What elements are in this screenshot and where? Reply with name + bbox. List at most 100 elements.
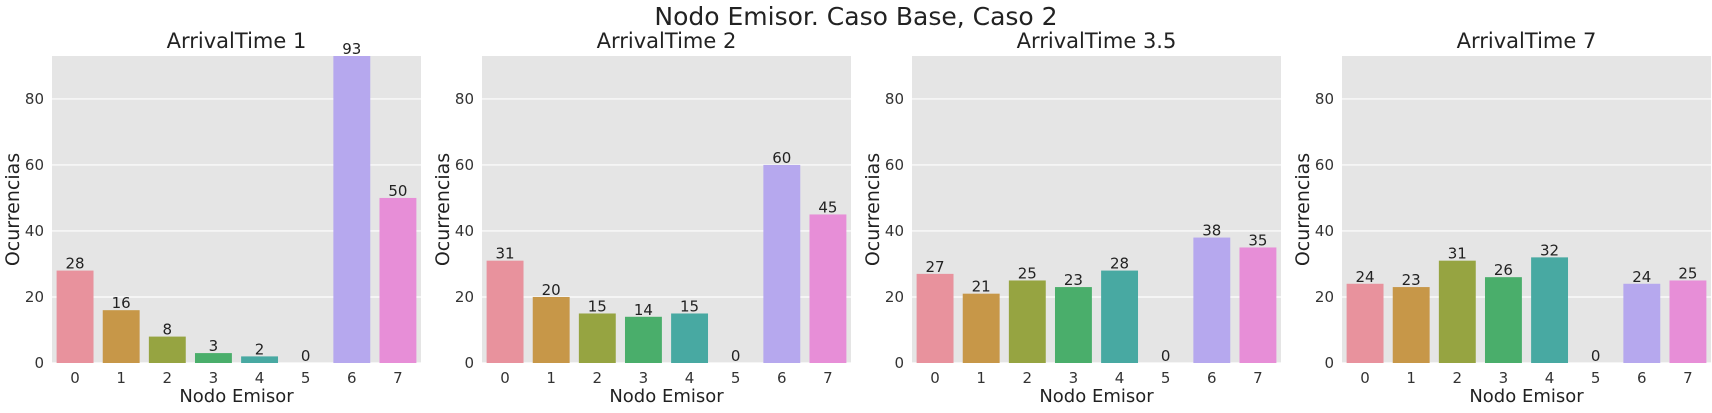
x-tick-label: 0 bbox=[500, 369, 510, 387]
x-tick-label: 0 bbox=[930, 369, 940, 387]
data-label: 0 bbox=[731, 347, 741, 365]
data-label: 45 bbox=[818, 198, 837, 216]
bar bbox=[578, 313, 616, 363]
data-label: 25 bbox=[1018, 264, 1037, 282]
x-tick-label: 5 bbox=[1591, 369, 1601, 387]
bar bbox=[56, 270, 94, 363]
data-label: 24 bbox=[1632, 268, 1651, 286]
bar bbox=[1054, 287, 1092, 363]
x-tick-label: 1 bbox=[116, 369, 126, 387]
x-tick-label: 7 bbox=[823, 369, 833, 387]
y-axis-label: Ocurrencias bbox=[432, 153, 454, 266]
y-tick-label: 20 bbox=[885, 288, 904, 306]
data-label: 0 bbox=[1591, 347, 1601, 365]
y-axis-label: Ocurrencias bbox=[862, 153, 884, 266]
bar bbox=[194, 353, 232, 363]
y-tick-label: 20 bbox=[455, 288, 474, 306]
bar bbox=[148, 336, 186, 363]
x-tick-label: 0 bbox=[70, 369, 80, 387]
data-label: 27 bbox=[926, 258, 945, 276]
x-tick-label: 2 bbox=[163, 369, 173, 387]
x-tick-label: 7 bbox=[393, 369, 403, 387]
x-tick-label: 5 bbox=[731, 369, 741, 387]
y-tick-label: 20 bbox=[25, 288, 44, 306]
bar bbox=[1008, 280, 1046, 363]
bar bbox=[671, 313, 709, 363]
chart-panel-4: 02040608024023131226332405246257ArrivalT… bbox=[1292, 29, 1711, 407]
bar bbox=[1531, 257, 1569, 363]
y-tick-label: 0 bbox=[1324, 354, 1334, 372]
data-label: 31 bbox=[1448, 245, 1467, 263]
data-label: 23 bbox=[1402, 271, 1421, 289]
y-tick-label: 60 bbox=[455, 156, 474, 174]
bar bbox=[333, 56, 371, 363]
bar bbox=[1193, 237, 1231, 363]
data-label: 15 bbox=[588, 297, 607, 315]
x-axis-label: Nodo Emisor bbox=[179, 386, 294, 407]
data-label: 0 bbox=[301, 347, 311, 365]
data-label: 50 bbox=[388, 182, 407, 200]
x-tick-label: 6 bbox=[1207, 369, 1217, 387]
bar bbox=[379, 197, 417, 363]
bar bbox=[962, 293, 1000, 363]
y-tick-label: 40 bbox=[1315, 222, 1334, 240]
x-tick-label: 6 bbox=[1637, 369, 1647, 387]
data-label: 16 bbox=[112, 294, 131, 312]
bar bbox=[102, 310, 140, 363]
y-axis-label: Ocurrencias bbox=[1292, 153, 1314, 266]
chart-panel-1: 02040608028016182332405936507ArrivalTime… bbox=[2, 29, 421, 407]
data-label: 93 bbox=[342, 40, 361, 58]
figure-title: Nodo Emisor. Caso Base, Caso 2 bbox=[654, 2, 1058, 31]
y-tick-label: 40 bbox=[885, 222, 904, 240]
y-tick-label: 20 bbox=[1315, 288, 1334, 306]
chart-panel-3: 02040608027021125223328405386357ArrivalT… bbox=[862, 29, 1281, 407]
bar bbox=[809, 214, 847, 363]
y-tick-label: 80 bbox=[25, 90, 44, 108]
x-tick-label: 2 bbox=[593, 369, 603, 387]
x-tick-label: 6 bbox=[777, 369, 787, 387]
bar bbox=[763, 164, 801, 363]
x-tick-label: 3 bbox=[209, 369, 219, 387]
bar bbox=[1484, 277, 1522, 363]
bar bbox=[1392, 287, 1430, 363]
data-label: 21 bbox=[972, 278, 991, 296]
data-label: 23 bbox=[1064, 271, 1083, 289]
y-tick-label: 60 bbox=[1315, 156, 1334, 174]
bar bbox=[1346, 283, 1384, 363]
y-tick-label: 80 bbox=[885, 90, 904, 108]
x-tick-label: 5 bbox=[1161, 369, 1171, 387]
data-label: 26 bbox=[1494, 261, 1513, 279]
bar bbox=[241, 356, 279, 363]
bar bbox=[624, 316, 662, 363]
data-label: 24 bbox=[1356, 268, 1375, 286]
bar bbox=[1239, 247, 1277, 363]
chart-title: ArrivalTime 1 bbox=[167, 29, 307, 53]
chart-title: ArrivalTime 3.5 bbox=[1017, 29, 1177, 53]
data-label: 2 bbox=[255, 340, 265, 358]
x-tick-label: 5 bbox=[301, 369, 311, 387]
bar bbox=[532, 296, 570, 363]
data-label: 32 bbox=[1540, 241, 1559, 259]
x-tick-label: 0 bbox=[1360, 369, 1370, 387]
x-tick-label: 3 bbox=[639, 369, 649, 387]
bar bbox=[1669, 280, 1707, 363]
x-tick-label: 4 bbox=[1115, 369, 1125, 387]
x-axis-label: Nodo Emisor bbox=[1469, 386, 1584, 407]
x-tick-label: 7 bbox=[1683, 369, 1693, 387]
bar bbox=[916, 273, 954, 363]
x-tick-label: 4 bbox=[1545, 369, 1555, 387]
y-tick-label: 60 bbox=[25, 156, 44, 174]
x-tick-label: 4 bbox=[255, 369, 265, 387]
data-label: 28 bbox=[66, 255, 85, 273]
data-label: 35 bbox=[1248, 231, 1267, 249]
data-label: 8 bbox=[163, 321, 173, 339]
y-tick-label: 80 bbox=[455, 90, 474, 108]
y-tick-label: 0 bbox=[464, 354, 474, 372]
x-tick-label: 6 bbox=[347, 369, 357, 387]
data-label: 20 bbox=[542, 281, 561, 299]
x-tick-label: 1 bbox=[1406, 369, 1416, 387]
y-tick-label: 0 bbox=[894, 354, 904, 372]
chart-title: ArrivalTime 7 bbox=[1457, 29, 1597, 53]
bar bbox=[1101, 270, 1139, 363]
